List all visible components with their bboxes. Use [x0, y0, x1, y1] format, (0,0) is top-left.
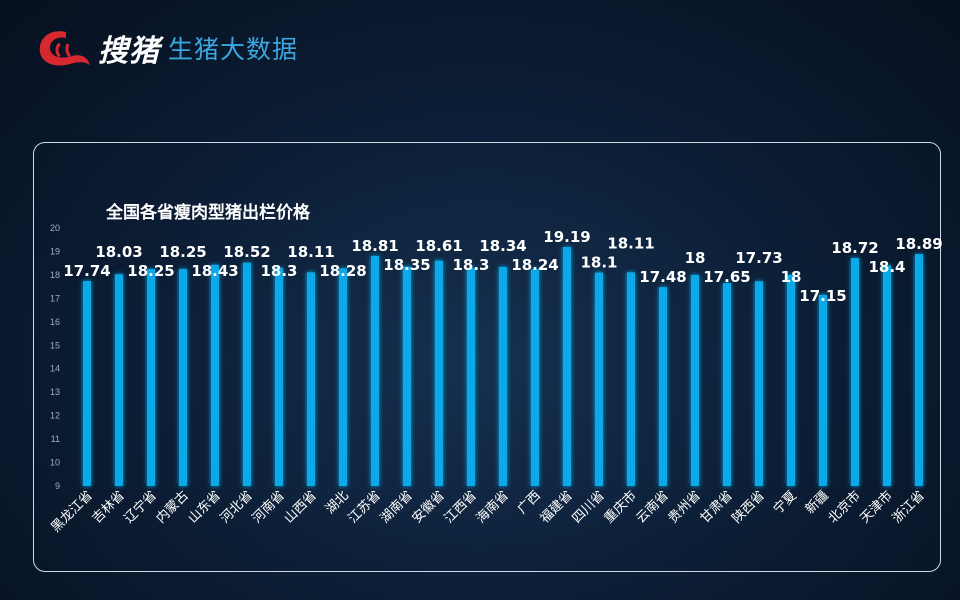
y-tick-label: 10	[50, 458, 60, 468]
bar	[595, 272, 603, 486]
bar	[627, 272, 635, 486]
chart-panel	[33, 142, 941, 572]
logo-swirl-icon	[39, 31, 90, 66]
x-tick-label: 湖南省	[377, 488, 416, 527]
y-tick-label: 20	[50, 223, 60, 233]
x-tick-label: 内蒙古	[153, 488, 192, 527]
x-tick-label: 黑龙江省	[48, 488, 95, 535]
x-tick-label: 福建省	[538, 488, 576, 526]
y-tick-label: 19	[50, 246, 60, 256]
bar	[211, 264, 219, 486]
data-label: 18.3	[260, 262, 297, 280]
x-tick-label: 贵州省	[666, 488, 704, 526]
bar	[883, 265, 891, 486]
x-tick-label: 河南省	[249, 488, 288, 527]
data-label: 18.25	[159, 243, 206, 261]
bar	[915, 254, 923, 486]
bar	[851, 258, 859, 486]
data-label: 18.03	[95, 243, 142, 261]
x-tick-label: 陕西省	[730, 488, 768, 526]
bar	[243, 262, 251, 486]
logo: 搜猪 生猪大数据	[36, 24, 298, 72]
x-tick-label: 安徽省	[410, 488, 448, 526]
brand-subtitle: 生猪大数据	[168, 35, 299, 64]
x-tick-label: 重庆市	[601, 488, 640, 527]
data-label: 18.11	[607, 235, 654, 253]
x-tick-label: 吉林省	[90, 488, 128, 526]
bar	[499, 266, 507, 486]
bar	[275, 267, 283, 486]
x-tick-label: 山西省	[282, 488, 320, 526]
bar	[531, 269, 539, 486]
x-tick-label: 甘肃省	[698, 488, 736, 526]
data-label: 18.24	[511, 256, 558, 274]
x-tick-label: 浙江省	[890, 488, 928, 526]
bar	[723, 283, 731, 486]
data-label: 18	[685, 249, 706, 267]
x-tick-label: 山东省	[186, 488, 224, 526]
data-label: 18.34	[479, 237, 526, 255]
x-tick-label: 海南省	[473, 488, 512, 527]
bar	[339, 268, 347, 486]
x-tick-label: 北京市	[825, 488, 864, 527]
y-tick-label: 11	[51, 434, 60, 444]
bar	[435, 260, 443, 486]
x-tick-label: 辽宁省	[121, 488, 160, 527]
x-tick-label: 江西省	[442, 488, 480, 526]
data-label: 18.25	[127, 262, 174, 280]
bar	[787, 274, 795, 486]
y-tick-label: 14	[50, 364, 60, 374]
data-label: 17.73	[735, 249, 782, 267]
data-label: 18.4	[868, 258, 905, 276]
data-label: 18.52	[223, 243, 270, 261]
x-tick-label: 四川省	[570, 488, 608, 526]
data-label: 18	[781, 268, 802, 286]
data-label: 17.65	[703, 268, 750, 286]
bar	[115, 274, 123, 486]
y-tick-label: 13	[50, 387, 60, 397]
bar	[83, 281, 91, 486]
y-tick-label: 16	[50, 317, 60, 327]
data-label: 18.35	[383, 256, 430, 274]
brand-name: 搜猪	[98, 34, 160, 69]
bar	[563, 246, 571, 486]
bar	[659, 287, 667, 486]
data-label: 18.72	[831, 239, 878, 257]
bar	[179, 269, 187, 486]
y-tick-label: 12	[50, 411, 60, 421]
data-label: 19.19	[543, 228, 590, 246]
data-label: 18.3	[452, 256, 489, 274]
data-label: 18.81	[351, 237, 398, 255]
bar	[147, 269, 155, 486]
x-tick-label: 宁夏	[770, 488, 800, 518]
data-label: 18.61	[415, 237, 462, 255]
bar	[755, 281, 763, 486]
bar	[819, 294, 827, 486]
x-tick-label: 天津市	[857, 488, 896, 527]
y-tick-label: 15	[50, 340, 60, 350]
chart-title: 全国各省瘦肉型猪出栏价格	[106, 203, 310, 223]
data-label: 18.89	[895, 235, 942, 253]
data-label: 17.15	[799, 287, 846, 305]
data-label: 17.48	[639, 268, 686, 286]
bar	[467, 267, 475, 486]
x-tick-label: 云南省	[633, 488, 672, 527]
y-tick-label: 18	[50, 270, 60, 280]
bar	[307, 272, 315, 486]
x-tick-label: 江苏省	[345, 488, 384, 527]
data-label: 18.11	[287, 243, 334, 261]
data-label: 17.74	[63, 262, 110, 280]
data-label: 18.28	[319, 262, 366, 280]
y-tick-label: 9	[55, 481, 60, 491]
bar	[371, 255, 379, 486]
x-tick-label: 河北省	[218, 488, 256, 526]
data-label: 18.1	[580, 254, 617, 272]
bar	[691, 274, 699, 486]
bar	[403, 266, 411, 486]
data-label: 18.43	[191, 262, 238, 280]
y-tick-label: 17	[50, 293, 60, 303]
